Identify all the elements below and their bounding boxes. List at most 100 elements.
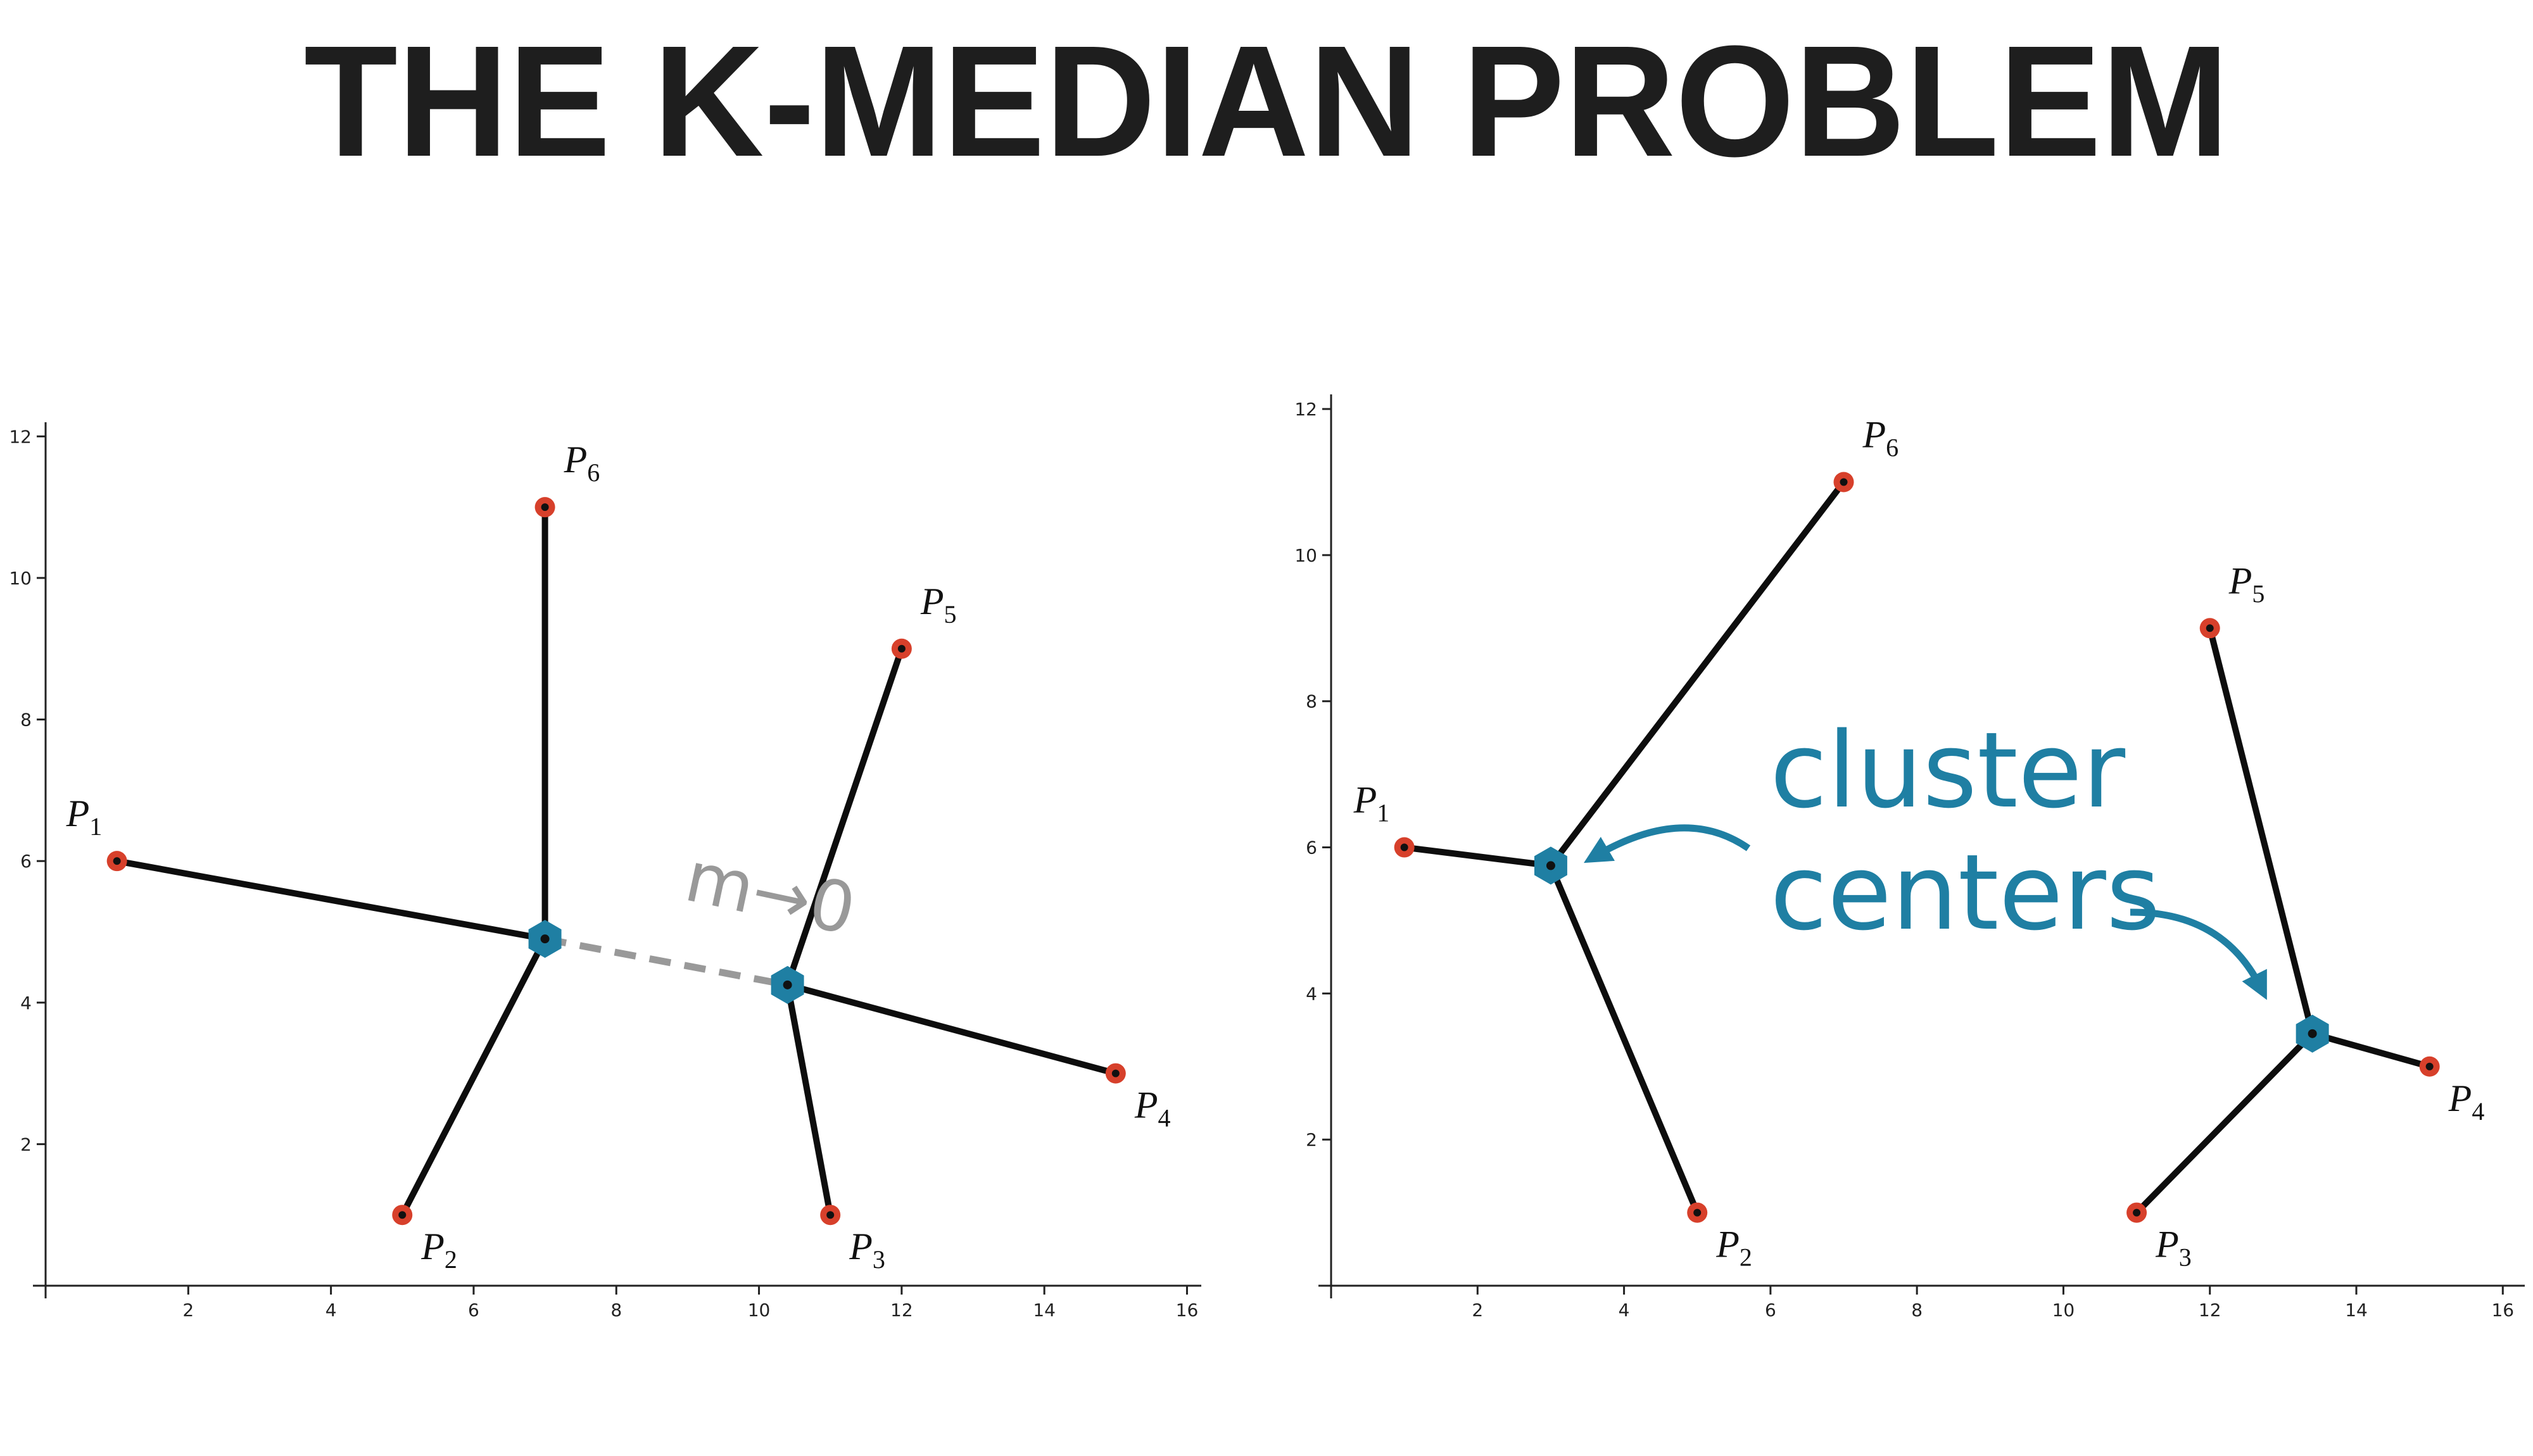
point-label-sub: 2 (1740, 1243, 1752, 1272)
arrow (1584, 824, 1751, 863)
x-tick-label: 10 (2052, 1300, 2075, 1321)
point-core (1111, 1069, 1120, 1077)
point-label-sub: 4 (2472, 1097, 2484, 1126)
point-label-base: P (1134, 1084, 1158, 1126)
edge (784, 645, 905, 988)
point-label: P5 (2228, 560, 2265, 608)
point-label-sub: 3 (2179, 1243, 2192, 1272)
point-label-base: P (66, 793, 90, 834)
point-label: P6 (564, 439, 600, 487)
point-label-base: P (1715, 1224, 1740, 1265)
y-tick-label: 2 (1306, 1129, 1317, 1150)
y-tick-label: 8 (1306, 691, 1317, 712)
point-label-base: P (920, 581, 944, 622)
x-tick-label: 2 (182, 1300, 194, 1321)
center-core (783, 980, 792, 989)
point-label: P3 (2155, 1224, 2192, 1272)
point-label: P1 (1353, 779, 1390, 827)
edge (1401, 844, 1554, 869)
y-tick-label: 6 (1306, 838, 1317, 858)
point-core (1400, 843, 1408, 851)
point-label: P6 (1862, 413, 1899, 461)
y-tick-label: 12 (9, 426, 32, 447)
x-tick-label: 10 (748, 1300, 771, 1321)
point-core (2425, 1062, 2434, 1070)
point-core (541, 503, 549, 511)
point-core (2206, 624, 2214, 632)
x-tick-label: 8 (1911, 1300, 1923, 1321)
y-tick-label: 10 (9, 568, 32, 589)
point-core (1840, 478, 1848, 486)
x-tick-label: 4 (325, 1300, 337, 1321)
point-core (2133, 1208, 2141, 1217)
point-core (897, 644, 906, 653)
y-tick-label: 6 (20, 851, 32, 872)
x-tick-label: 2 (1472, 1300, 1483, 1321)
x-tick-label: 12 (890, 1300, 913, 1321)
center-link (544, 935, 788, 989)
y-tick-label: 8 (20, 710, 32, 731)
point-label: P3 (849, 1226, 885, 1274)
point-label-sub: 1 (1377, 799, 1389, 827)
point-label-base: P (564, 439, 588, 480)
point-core (113, 857, 121, 865)
point-label: P5 (920, 581, 957, 629)
edge (399, 936, 548, 1219)
point-label-sub: 4 (1158, 1104, 1170, 1133)
x-tick-label: 12 (2199, 1300, 2221, 1321)
point-label: P4 (2448, 1077, 2485, 1126)
point-label-sub: 3 (873, 1245, 885, 1274)
x-tick-label: 8 (610, 1300, 622, 1321)
point-label: P1 (66, 793, 103, 841)
x-tick-label: 6 (468, 1300, 479, 1321)
x-tick-label: 16 (2491, 1300, 2514, 1321)
x-tick-label: 14 (1033, 1300, 1056, 1321)
arrow (2130, 908, 2267, 1000)
point-label-base: P (1353, 779, 1377, 821)
point-label-base: P (1862, 413, 1886, 455)
edge (2206, 625, 2316, 1037)
x-tick-label: 4 (1619, 1300, 1630, 1321)
point-label-sub: 6 (587, 458, 600, 487)
y-tick-label: 12 (1294, 399, 1317, 420)
center-core (1546, 861, 1555, 870)
point-label-base: P (2228, 560, 2252, 601)
point-label: P2 (420, 1226, 457, 1274)
annotation: centers (1770, 832, 2161, 953)
point-label-sub: 5 (944, 600, 957, 629)
x-tick-label: 16 (1176, 1300, 1199, 1321)
edge (2133, 1030, 2316, 1216)
x-tick-label: 14 (2345, 1300, 2368, 1321)
point-label: P2 (1715, 1224, 1752, 1272)
point-label-base: P (849, 1226, 873, 1267)
point-label: P4 (1134, 1084, 1171, 1133)
y-tick-label: 4 (1306, 983, 1317, 1004)
edge (1547, 862, 1701, 1216)
annotation: cluster (1770, 710, 2125, 831)
point-core (1693, 1208, 1702, 1217)
edge (1547, 479, 1847, 869)
center-core (2308, 1029, 2317, 1038)
point-label-sub: 6 (1886, 433, 1898, 461)
point-label-base: P (2155, 1224, 2179, 1265)
point-label-sub: 1 (89, 812, 102, 841)
x-tick-label: 6 (1765, 1300, 1776, 1321)
y-tick-label: 10 (1294, 545, 1317, 566)
point-label-base: P (2448, 1077, 2472, 1119)
title: THE K-MEDIAN PROBLEM (304, 13, 2229, 189)
y-tick-label: 4 (20, 993, 32, 1014)
point-label-sub: 2 (445, 1245, 457, 1274)
edge (784, 981, 1119, 1077)
point-label-base: P (420, 1226, 445, 1267)
point-core (826, 1211, 835, 1219)
edge (113, 858, 548, 943)
point-core (398, 1211, 407, 1219)
point-label-sub: 5 (2252, 579, 2265, 608)
y-tick-label: 2 (20, 1134, 32, 1155)
edge (2309, 1030, 2433, 1070)
center-core (540, 934, 550, 944)
edge (784, 981, 834, 1219)
